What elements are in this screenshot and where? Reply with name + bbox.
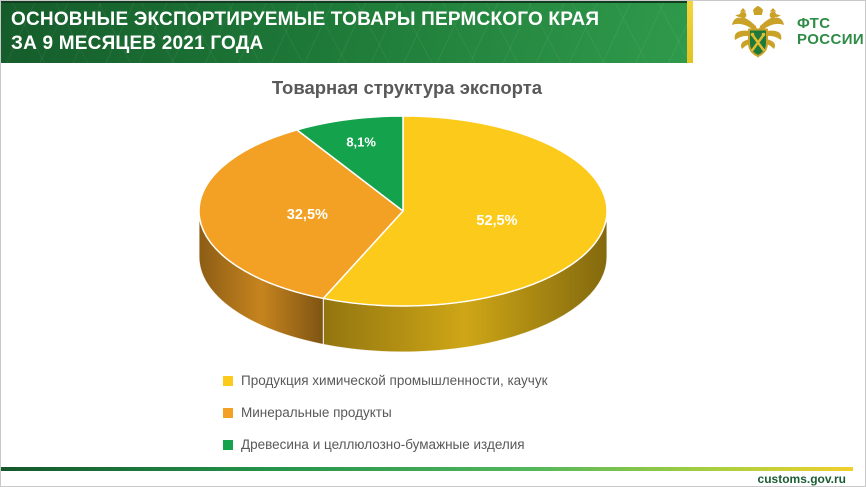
fts-logo-text-line-1: ФТС (797, 15, 831, 32)
footer-gradient-bar (1, 467, 853, 471)
chart-legend: Продукция химической промышленности, кау… (223, 371, 547, 467)
header-accent-stripe (687, 1, 693, 63)
chart-title: Товарная структура экспорта (271, 77, 543, 98)
slide-title-line-2: ЗА 9 МЕСЯЦЕВ 2021 ГОДА (11, 33, 264, 54)
legend-item: Древесина и целлюлозно-бумажные изделия (223, 435, 547, 454)
customs-site-url: customs.gov.ru (757, 472, 846, 486)
legend-item-label: Древесина и целлюлозно-бумажные изделия (241, 437, 525, 452)
slide-title-line-1: ОСНОВНЫЕ ЭКСПОРТИРУЕМЫЕ ТОВАРЫ ПЕРМСКОГО… (11, 9, 600, 30)
pie-slice (322, 115, 608, 307)
legend-item-label: Минеральные продукты (241, 405, 392, 420)
legend-swatch-icon (223, 439, 233, 450)
legend-swatch-icon (223, 375, 233, 386)
fts-logo-text-line-2: РОССИИ (797, 31, 865, 48)
header-green-panel: ОСНОВНЫЕ ЭКСПОРТИРУЕМЫЕ ТОВАРЫ ПЕРМСКОГО… (1, 1, 687, 63)
pie-chart-3d: 52,5% 32,5% 8,1% (198, 115, 608, 353)
pie-value-label: 52,5% (476, 213, 517, 229)
legend-item-label: Продукция химической промышленности, кау… (241, 373, 548, 388)
pie-value-label: 8,1% (346, 134, 376, 149)
pie-slice (296, 115, 404, 212)
fts-logo-text: ФТС РОССИИ (797, 16, 864, 48)
legend-swatch-icon (223, 407, 233, 418)
pie-value-label: 32,5% (287, 207, 328, 223)
legend-item: Минеральные продукты (223, 403, 547, 422)
header-bar: ОСНОВНЫЕ ЭКСПОРТИРУЕМЫЕ ТОВАРЫ ПЕРМСКОГО… (1, 1, 865, 63)
legend-item: Продукция химической промышленности, кау… (223, 371, 547, 390)
fts-logo: ФТС РОССИИ (693, 1, 865, 63)
slide-title: ОСНОВНЫЕ ЭКСПОРТИРУЕМЫЕ ТОВАРЫ ПЕРМСКОГО… (11, 8, 687, 56)
fts-emblem-icon (732, 6, 784, 58)
